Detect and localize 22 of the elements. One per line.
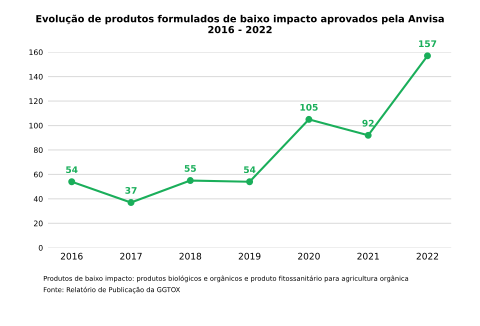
data-label: 54 <box>66 166 78 174</box>
x-tick-label: 2020 <box>298 252 320 260</box>
data-label: 92 <box>362 120 374 127</box>
x-tick-label: 2021 <box>357 252 379 260</box>
data-label: 105 <box>300 104 318 111</box>
point <box>424 52 431 60</box>
point <box>246 178 254 186</box>
point <box>68 178 76 186</box>
chart-title: Evolução de produtos formulados de baixo impacto aprovados pela Anvisa 2016 - 2022 <box>36 14 444 34</box>
data-label: 37 <box>125 187 137 194</box>
x-tick-label: 2022 <box>416 252 438 260</box>
point <box>186 177 194 184</box>
data-label: 157 <box>419 40 436 48</box>
point <box>128 199 134 206</box>
point <box>364 132 372 139</box>
data-label: 55 <box>184 165 196 172</box>
x-tick-label: 2016 <box>60 252 83 260</box>
x-tick-label: 2019 <box>238 252 260 260</box>
x-tick-label: 2018 <box>179 252 202 260</box>
x-tick-label: 2017 <box>120 252 142 260</box>
point <box>305 116 312 123</box>
data-label: 54 <box>244 166 256 174</box>
